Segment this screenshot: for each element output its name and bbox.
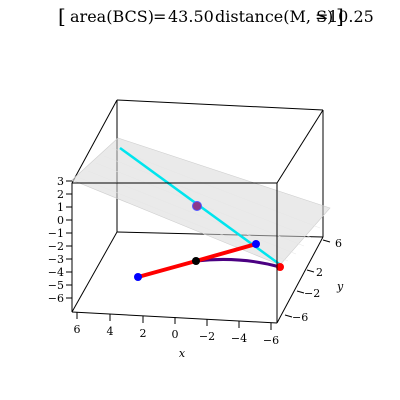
y-tick-label: −2 [304,287,320,300]
x-tick-label: −2 [199,330,215,343]
z-tick-label: 0 [57,214,64,227]
x-tick-label: −4 [231,332,247,345]
point-black-mid [192,257,200,265]
title-close-bracket: ] [336,4,344,28]
y-tick-label: −6 [292,311,308,324]
y-tick-label: 6 [335,237,342,250]
x-tick-label: 4 [107,325,114,338]
x-axis-label: x [179,347,186,360]
y-axis [284,239,331,318]
z-axis-labels: 3 2 1 0 −1 −2 −3 −4 −5 −6 [48,175,64,305]
z-tick-label: −4 [48,266,64,279]
title: [ area(BCS) = 43.50 distance(M, S) = 10.… [58,4,374,28]
point-blue-left [134,273,142,281]
z-tick-label: 1 [57,201,64,214]
z-tick-label: −6 [48,292,64,305]
x-axis [76,312,272,330]
y-axis-labels: 6 2 −2 −6 [292,237,342,324]
title-area-value: 43.50 [168,7,214,26]
x-tick-label: 2 [140,327,147,340]
title-distance-value: 10.25 [328,7,374,26]
point-red-right [276,263,284,271]
y-axis-label: y [336,280,344,293]
title-area-label: area(BCS) [70,7,154,26]
z-tick-label: −5 [48,279,64,292]
title-equals-2: = [315,7,328,26]
z-axis [66,180,72,299]
x-tick-label: 6 [74,323,81,336]
y-tick-label: 2 [316,266,323,279]
x-axis-labels: 6 4 2 0 −2 −4 −6 [74,323,280,347]
title-open-bracket: [ [58,4,66,28]
plane-surface [71,137,331,266]
point-blue-right [252,240,260,248]
bounding-box-front [71,109,324,324]
z-tick-label: 2 [57,188,64,201]
x-tick-label: −6 [263,334,279,347]
z-tick-label: −2 [48,240,64,253]
z-tick-label: −3 [48,253,64,266]
z-tick-label: −1 [48,227,64,240]
segment-purple [195,257,281,269]
z-tick-label: 3 [57,175,64,188]
point-on-plane [192,201,202,211]
title-distance-label: distance(M, S) [215,7,333,26]
x-tick-label: 0 [172,328,179,341]
title-equals-1: = [153,7,166,26]
